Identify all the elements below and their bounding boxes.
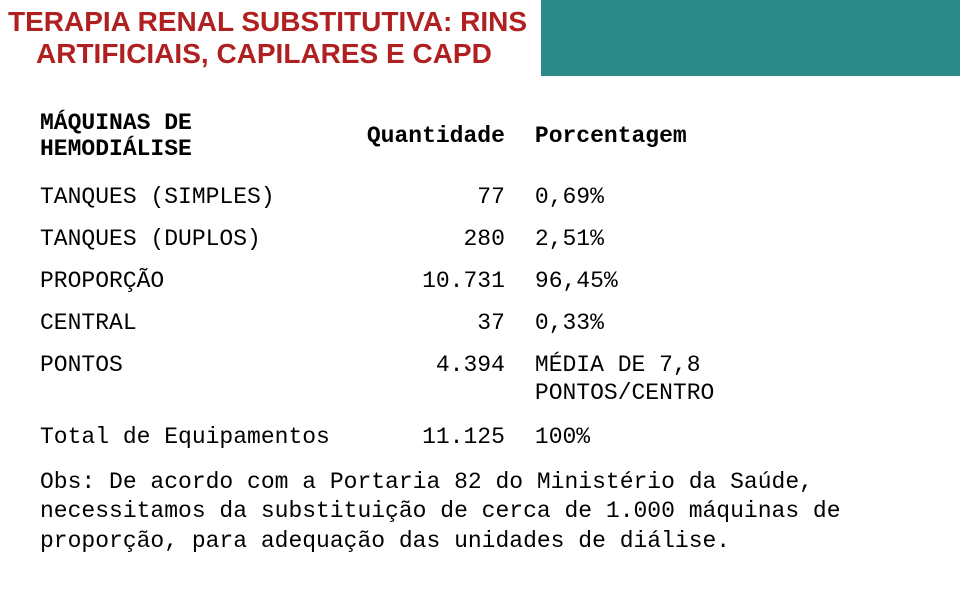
header-band: TERAPIA RENAL SUBSTITUTIVA: RINS ARTIFIC… — [0, 0, 960, 76]
table-row: TANQUES (SIMPLES) 77 0,69% — [40, 176, 900, 218]
row-label: PONTOS — [40, 344, 367, 415]
row-qty: 77 — [367, 176, 535, 218]
table-header-row: MÁQUINAS DE HEMODIÁLISE Quantidade Porce… — [40, 104, 900, 176]
content-area: MÁQUINAS DE HEMODIÁLISE Quantidade Porce… — [0, 76, 960, 577]
row-label: TANQUES (SIMPLES) — [40, 176, 367, 218]
row-pct: 0,33% — [535, 302, 900, 344]
row-qty: 280 — [367, 218, 535, 260]
row-qty: 10.731 — [367, 260, 535, 302]
col-header-machines: MÁQUINAS DE HEMODIÁLISE — [40, 104, 367, 176]
row-pct: 2,51% — [535, 218, 900, 260]
title-line-1: TERAPIA RENAL SUBSTITUTIVA: RINS — [8, 6, 527, 38]
row-pct: 96,45% — [535, 260, 900, 302]
table-row: PONTOS 4.394 MÉDIA DE 7,8 PONTOS/CENTRO — [40, 344, 900, 415]
row-qty: 4.394 — [367, 344, 535, 415]
row-qty: 37 — [367, 302, 535, 344]
col-header-pct: Porcentagem — [535, 104, 900, 176]
table-row: TANQUES (DUPLOS) 280 2,51% — [40, 218, 900, 260]
equipment-table: MÁQUINAS DE HEMODIÁLISE Quantidade Porce… — [40, 104, 900, 457]
row-pct: MÉDIA DE 7,8 PONTOS/CENTRO — [535, 344, 900, 415]
table-row: CENTRAL 37 0,33% — [40, 302, 900, 344]
row-label: Total de Equipamentos — [40, 416, 367, 458]
table-row: Total de Equipamentos 11.125 100% — [40, 416, 900, 458]
row-pct: 100% — [535, 416, 900, 458]
footnote: Obs: De acordo com a Portaria 82 do Mini… — [40, 468, 900, 558]
row-pct: 0,69% — [535, 176, 900, 218]
row-label: TANQUES (DUPLOS) — [40, 218, 367, 260]
col-header-qty: Quantidade — [367, 104, 535, 176]
table-row: PROPORÇÃO 10.731 96,45% — [40, 260, 900, 302]
title-box: TERAPIA RENAL SUBSTITUTIVA: RINS ARTIFIC… — [0, 0, 541, 76]
row-label: PROPORÇÃO — [40, 260, 367, 302]
row-label: CENTRAL — [40, 302, 367, 344]
row-qty: 11.125 — [367, 416, 535, 458]
title-line-2: ARTIFICIAIS, CAPILARES E CAPD — [8, 38, 527, 70]
